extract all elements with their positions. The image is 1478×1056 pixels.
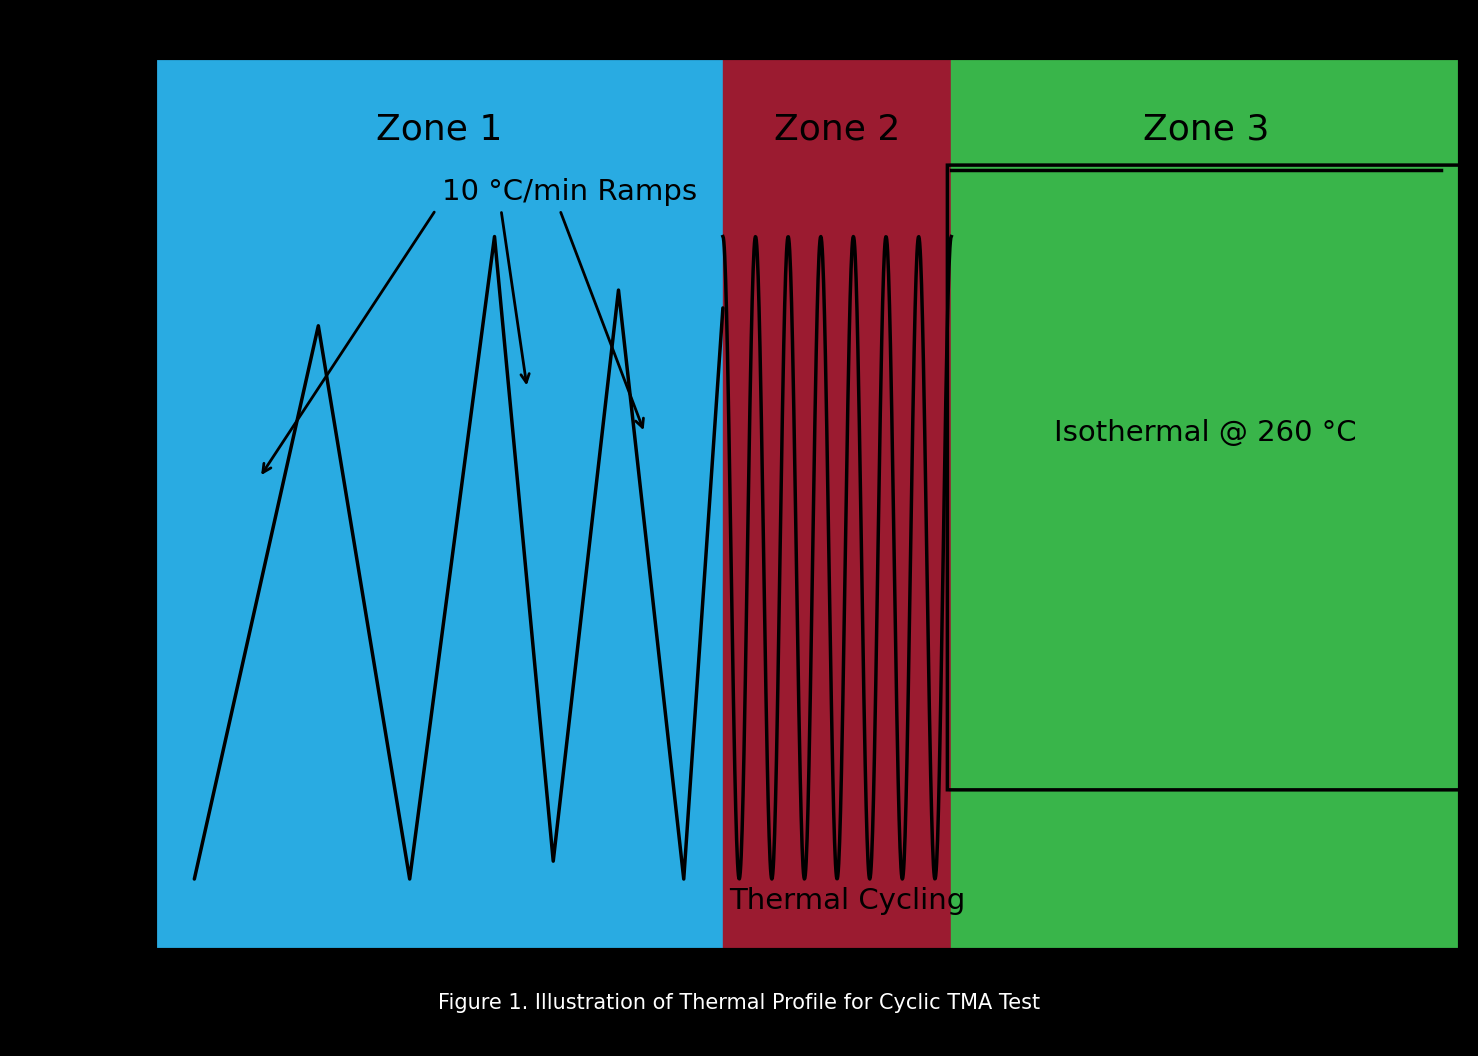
Bar (952, 58, 1460, 950)
Bar (723, 58, 952, 950)
Bar (155, 58, 723, 950)
Text: Figure 1. Illustration of Thermal Profile for Cyclic TMA Test: Figure 1. Illustration of Thermal Profil… (437, 994, 1041, 1013)
Text: Thermal Cycling: Thermal Cycling (730, 887, 965, 914)
Text: Zone 1: Zone 1 (375, 113, 503, 147)
Text: Isothermal @ 260 °C: Isothermal @ 260 °C (1054, 419, 1357, 447)
Text: Zone 2: Zone 2 (774, 113, 900, 147)
Text: Zone 3: Zone 3 (1142, 113, 1270, 147)
Text: 10 °C/min Ramps: 10 °C/min Ramps (442, 177, 698, 206)
